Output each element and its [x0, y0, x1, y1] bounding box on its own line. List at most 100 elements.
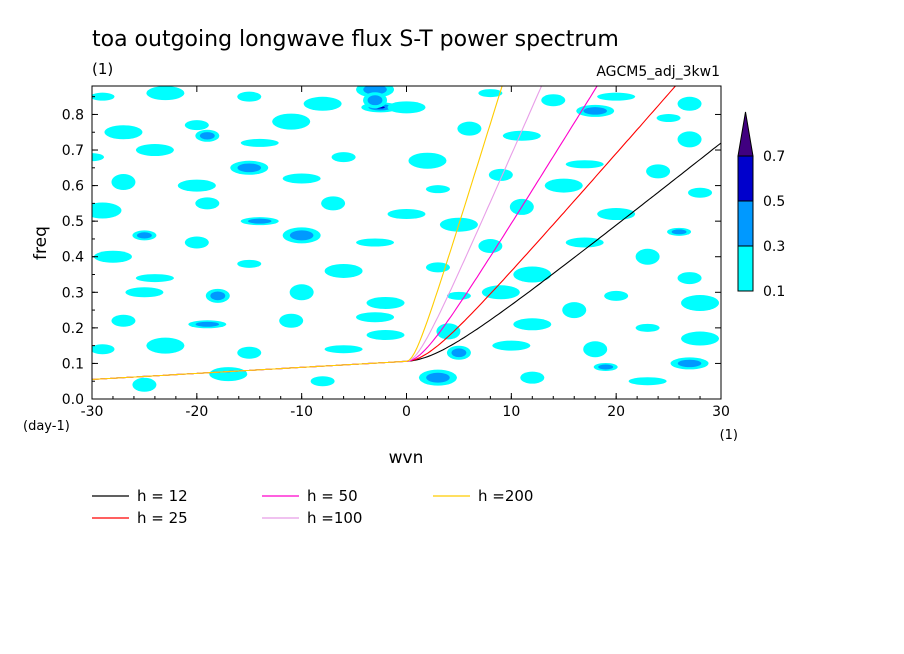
contour-patch: [210, 291, 226, 301]
contour-patch: [446, 291, 471, 300]
contour-patch: [132, 377, 157, 392]
contour-patch: [628, 377, 667, 386]
legend-label: h =200: [478, 487, 533, 505]
legend-label: h = 12: [137, 487, 188, 505]
contour-patch: [677, 272, 702, 285]
chart-subtitle: (1): [92, 60, 113, 78]
contour-patch: [513, 318, 552, 331]
contour-patch: [565, 237, 604, 248]
y-tick-label: 0.2: [62, 321, 84, 337]
contour-patch: [356, 238, 395, 247]
contour-patch: [92, 153, 104, 162]
contour-patch: [237, 259, 262, 268]
contour-patch: [408, 152, 447, 169]
contour-patch: [583, 341, 608, 358]
contour-patch: [646, 164, 671, 179]
dispersion-curve-h12: [92, 142, 721, 380]
contour-patch: [237, 163, 262, 173]
contour-patch: [209, 367, 248, 382]
contour-patch: [436, 323, 461, 340]
contour-patch: [367, 95, 383, 106]
dispersion-curve-h200: [92, 86, 503, 380]
contour-patch: [279, 313, 304, 328]
x-axis-unit: (1): [720, 428, 738, 443]
contour-patch: [604, 290, 629, 301]
contour-patch: [387, 101, 426, 114]
contour-patch: [135, 144, 174, 157]
plot-area: -30 -20 -10 0 10 20 30 0.00.10.20.30.40.50.60.…: [62, 85, 730, 420]
contour-patch: [481, 285, 520, 300]
run-label: AGCM5_adj_3kw1: [596, 64, 720, 80]
legend-label: h = 50: [307, 487, 358, 505]
contour-patch: [656, 114, 681, 123]
x-tick-label: 10: [502, 404, 520, 420]
contour-patch: [146, 86, 185, 101]
contour-patch: [331, 152, 356, 163]
contour-patch: [195, 321, 220, 327]
y-tick-label: 0.0: [62, 392, 84, 408]
y-tick-label: 0.1: [62, 356, 84, 372]
y-axis: 0.0 0.1 0.2 0.3 0.4 0.5 0.6 0.7 0.8: [62, 96, 721, 408]
colorbar-label: 0.5: [763, 194, 785, 210]
colorbar-segment: [737, 200, 754, 247]
contour-patch: [324, 345, 363, 354]
contour-patch: [366, 296, 405, 309]
contour-patch: [195, 197, 220, 210]
x-axis: -30 -20 -10 0 10 20 30: [81, 86, 730, 420]
contour-patch: [425, 185, 450, 194]
contour-patch: [681, 331, 720, 346]
colorbar-label: 0.7: [763, 149, 785, 165]
contour-patch: [451, 348, 467, 358]
contour-patch: [177, 179, 216, 192]
contour-patch: [125, 287, 164, 298]
colorbar: 0.1 0.3 0.5 0.7: [737, 111, 785, 300]
contour-patch: [237, 91, 262, 102]
legend-label: h =100: [307, 509, 362, 527]
y-tick-label: 0.7: [62, 143, 84, 159]
contour-patch: [541, 94, 566, 107]
x-tick-label: 30: [712, 404, 730, 420]
contour-patch: [289, 284, 314, 301]
contour-patch: [635, 323, 660, 332]
contour-patch: [237, 346, 262, 359]
contour-patch: [488, 168, 513, 181]
contour-patch: [92, 202, 122, 219]
contour-patch: [104, 125, 143, 140]
x-axis-label: wvn: [389, 448, 424, 468]
contour-patch: [565, 160, 604, 169]
colorbar-segment: [737, 245, 754, 292]
contour-patch: [111, 314, 136, 327]
colorbar-label: 0.1: [763, 284, 785, 300]
contour-patch: [199, 132, 215, 140]
contour-patch: [677, 131, 702, 148]
contour-patch: [92, 92, 115, 101]
contour-patch: [289, 230, 314, 241]
contour-patch: [247, 218, 272, 224]
contour-patch: [135, 274, 174, 283]
contour-patch: [184, 120, 209, 131]
colorbar-arrow: [737, 111, 754, 157]
contour-patch: [184, 236, 209, 249]
contour-patch: [635, 248, 660, 265]
y-tick-label: 0.4: [62, 250, 84, 266]
x-tick-label: 20: [607, 404, 625, 420]
legend-label: h = 25: [137, 509, 188, 527]
contour-patch: [387, 209, 426, 220]
contour-patch: [303, 96, 342, 111]
contour-patch: [324, 263, 363, 278]
contour-patch: [598, 364, 614, 370]
contour-patch: [478, 239, 503, 254]
colorbar-label: 0.3: [763, 239, 785, 255]
contour-patch: [93, 250, 132, 263]
contour-patch: [146, 337, 185, 354]
contour-patch: [272, 113, 311, 130]
contour-patch: [426, 372, 450, 383]
x-tick-label: -20: [185, 404, 208, 420]
contour-patch: [310, 376, 335, 387]
contour-patch: [681, 294, 720, 311]
contour-patch: [366, 329, 405, 340]
contour-patch: [688, 187, 713, 198]
contour-patch: [282, 173, 321, 184]
x-tick-label: 0: [402, 404, 411, 420]
y-tick-label: 0.5: [62, 214, 84, 230]
